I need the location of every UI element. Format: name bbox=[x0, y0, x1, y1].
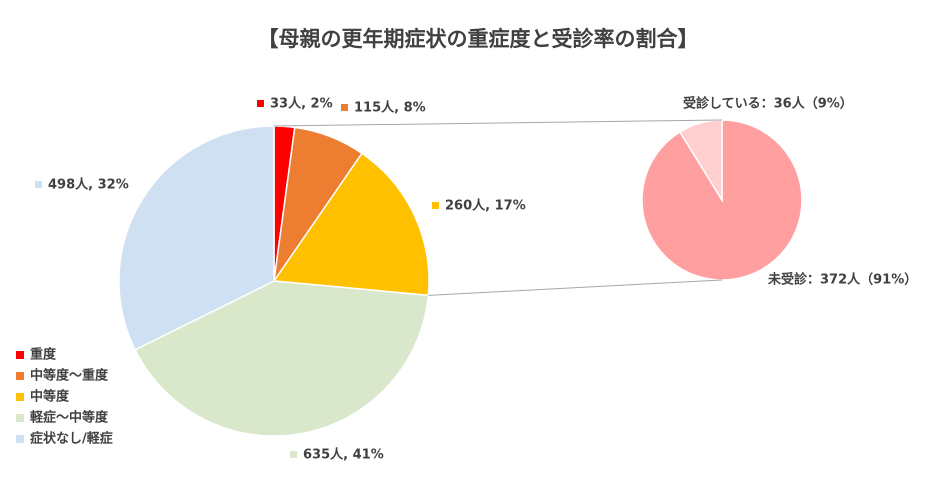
connector bbox=[273, 119, 723, 127]
label-key bbox=[35, 181, 42, 188]
legend-swatch bbox=[16, 435, 24, 443]
pie-slice bbox=[134, 280, 430, 437]
legend-swatch bbox=[16, 372, 24, 380]
data-label: 498人, 32% bbox=[48, 177, 129, 193]
legend-swatch bbox=[16, 414, 24, 422]
pie-slice bbox=[118, 125, 275, 351]
legend-label: 重度 bbox=[30, 347, 57, 363]
data-label: 33人, 2% bbox=[270, 96, 333, 112]
legend-swatch bbox=[16, 351, 24, 359]
chart-title: 【母親の更年期症状の重症度と受診率の割合】 bbox=[258, 27, 699, 51]
legend-label: 中等度 bbox=[30, 389, 70, 405]
legend-label: 症状なし/軽症 bbox=[30, 431, 113, 447]
legend-swatch bbox=[16, 393, 24, 401]
data-label: 受診している：36人（9%） bbox=[683, 96, 853, 112]
data-label: 635人, 41% bbox=[303, 447, 384, 463]
data-label: 115人, 8% bbox=[354, 100, 426, 116]
legend-label: 軽症～中等度 bbox=[30, 410, 109, 426]
data-label: 260人, 17% bbox=[445, 198, 526, 214]
data-label: 未受診：372人（91%） bbox=[767, 272, 917, 288]
label-key bbox=[432, 202, 439, 209]
label-key bbox=[290, 451, 297, 458]
connector bbox=[428, 279, 723, 296]
label-key bbox=[257, 100, 264, 107]
legend-label: 中等度～重度 bbox=[30, 368, 109, 384]
label-key bbox=[341, 104, 348, 111]
pie-slice bbox=[272, 152, 430, 297]
